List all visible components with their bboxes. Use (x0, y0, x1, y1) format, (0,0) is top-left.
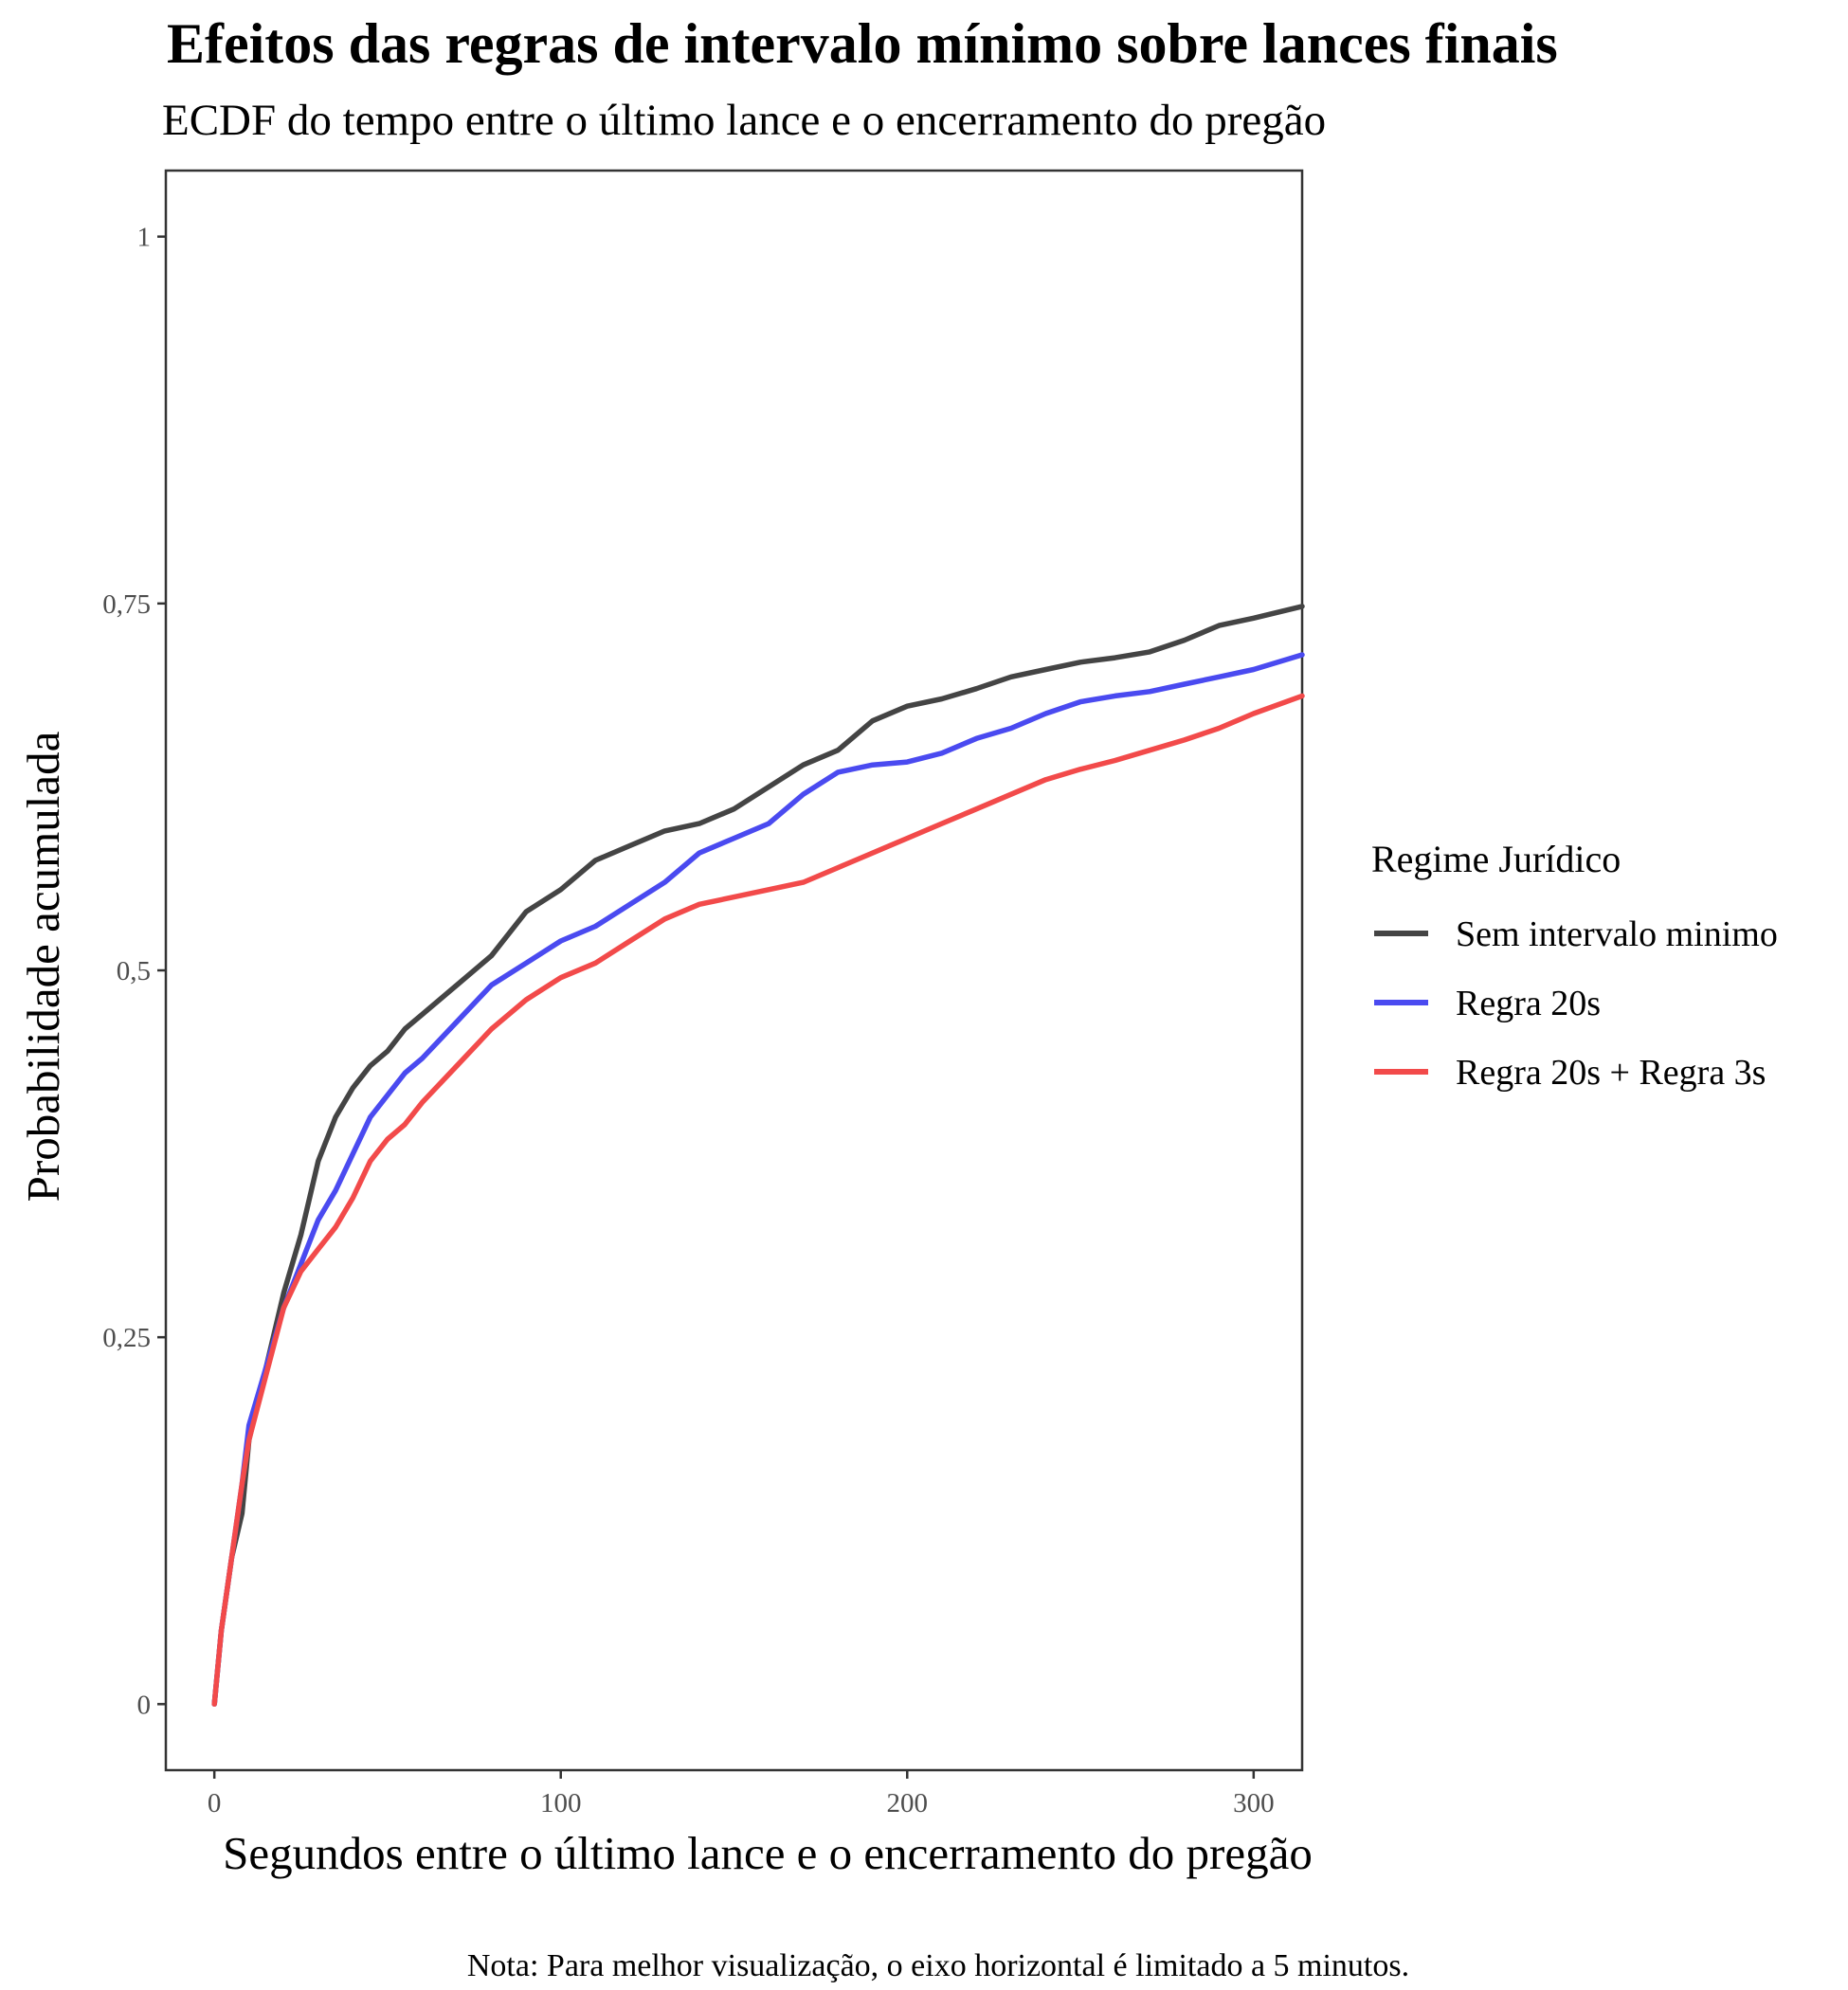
chart-subtitle: ECDF do tempo entre o último lance e o e… (162, 96, 1326, 145)
legend-item-label: Sem intervalo minimo (1456, 914, 1778, 954)
legend: Regime Jurídico Sem intervalo minimo Regr… (1371, 838, 1778, 1093)
legend-title: Regime Jurídico (1371, 838, 1621, 880)
x-tick-label: 200 (887, 1788, 929, 1818)
y-tick-label: 1 (137, 223, 152, 253)
legend-item-label: Regra 20s (1456, 984, 1601, 1023)
plot-panel (164, 169, 1304, 1772)
series-line-3 (211, 693, 1305, 1708)
y-tick-label: 0 (137, 1690, 152, 1720)
y-tick-label: 0,75 (102, 589, 151, 620)
y-axis-title: Probabilidade acumulada (17, 731, 69, 1202)
x-axis: 0 100 200 300 (208, 1770, 1275, 1818)
chart-title: Efeitos das regras de intervalo mínimo s… (167, 12, 1558, 75)
x-tick-label: 100 (540, 1788, 582, 1818)
caption: Nota: Para melhor visualização, o eixo h… (467, 1948, 1409, 1983)
y-tick-label: 0,25 (102, 1323, 151, 1353)
series-line-1 (211, 604, 1305, 1708)
x-tick-label: 0 (208, 1788, 222, 1818)
y-tick-label: 0,5 (117, 956, 151, 986)
legend-item-label: Regra 20s + Regra 3s (1456, 1053, 1766, 1093)
y-axis: 0 0,25 0,5 0,75 1 (102, 223, 166, 1720)
x-tick-label: 300 (1233, 1788, 1275, 1818)
x-axis-title: Segundos entre o último lance e o encerr… (223, 1827, 1313, 1879)
series-lines (211, 604, 1305, 1708)
